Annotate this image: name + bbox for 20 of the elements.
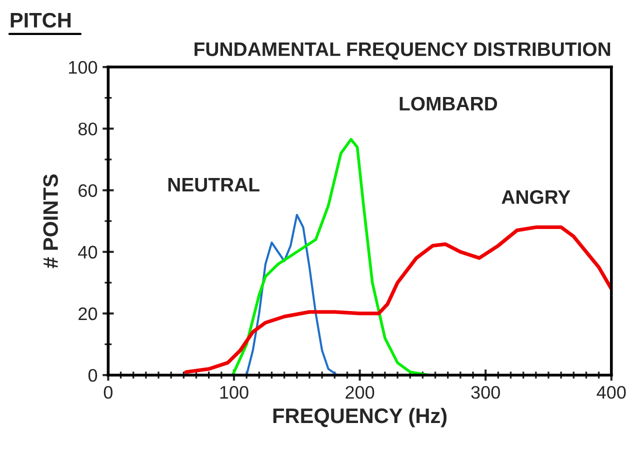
x-tick-label: 400 <box>596 386 626 399</box>
series-label: ANGRY <box>502 190 570 204</box>
y-tick-label: 0 <box>88 369 98 382</box>
text: LOMBARD <box>400 96 498 111</box>
text: PITCH <box>10 12 71 28</box>
text: NEUTRAL <box>168 178 260 192</box>
x-tick-label: 100 <box>220 386 248 399</box>
y-tick-label: 20 <box>78 307 98 320</box>
y-axis-title: # POINTS <box>43 174 58 268</box>
line-series <box>184 225 612 374</box>
x-tick-label: 200 <box>346 386 374 399</box>
y-tick-label: 100 <box>69 60 98 74</box>
x-tick-label: 0 <box>104 386 113 399</box>
x-tick-label: 300 <box>471 386 500 399</box>
y-tick-label: 40 <box>78 246 98 259</box>
x-axis-title: FREQUENCY (Hz) <box>273 408 447 428</box>
line-series <box>246 214 338 376</box>
y-tick-label: 80 <box>78 122 98 136</box>
y-tick-label: 60 <box>78 184 98 197</box>
chart-title: FUNDAMENTAL FREQUENCY DISTRIBUTION <box>194 42 610 60</box>
